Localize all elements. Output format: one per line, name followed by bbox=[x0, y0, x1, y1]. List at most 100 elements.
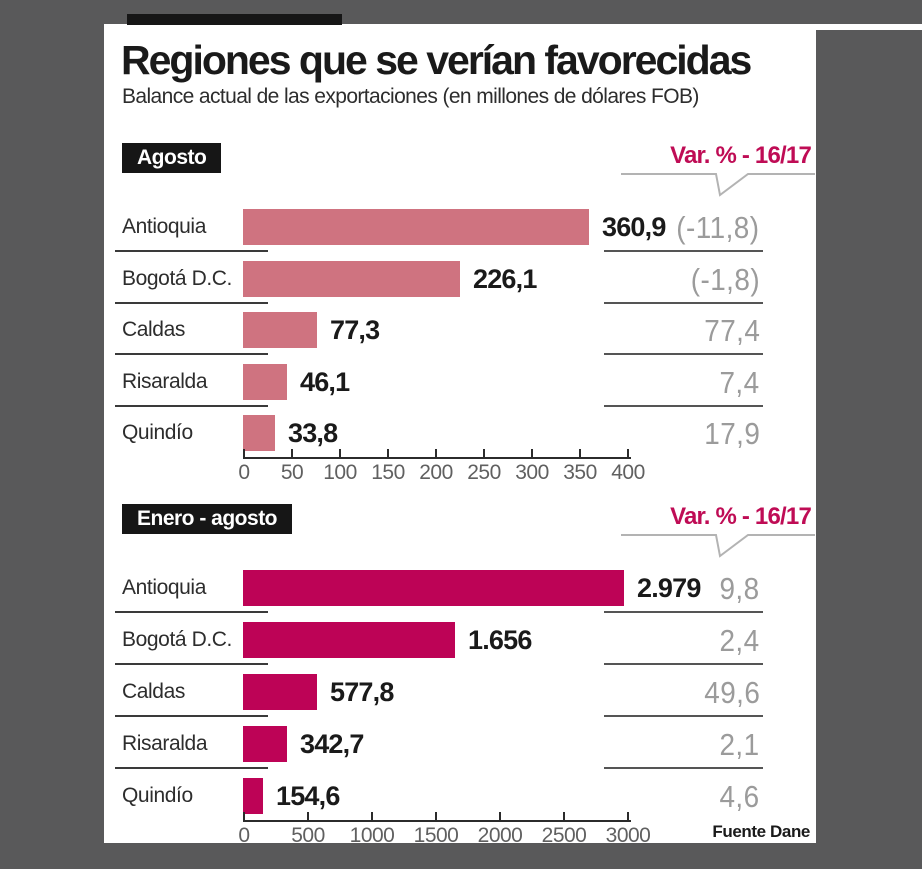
var-percent-value: 77,4 bbox=[703, 313, 760, 348]
chart-row: Bogotá D.C. 226,1 (-1,8) bbox=[104, 260, 816, 313]
axis-tick-label: 1000 bbox=[349, 824, 395, 847]
var-percent-value: 9,8 bbox=[719, 571, 760, 606]
chart-period-text: Enero - agosto bbox=[137, 507, 278, 530]
value-label: 360,9 bbox=[602, 212, 666, 242]
axis-tick bbox=[563, 812, 565, 820]
chart-row: Risaralda 342,7 2,1 bbox=[104, 726, 816, 778]
axis-tick-label: 500 bbox=[291, 824, 325, 847]
value-bar bbox=[243, 726, 287, 762]
x-axis-line bbox=[243, 820, 631, 822]
region-label: Antioquia bbox=[122, 215, 206, 238]
row-divider-left bbox=[115, 404, 268, 407]
value-bar bbox=[243, 209, 589, 245]
axis-tick bbox=[435, 812, 437, 820]
var-percent-value: 2,1 bbox=[719, 727, 760, 762]
region-label: Caldas bbox=[122, 680, 185, 703]
chart-agosto: Agosto Var. % - 16/17 Antioquia 360,9 (-11… bbox=[104, 143, 816, 508]
value-bar bbox=[243, 674, 317, 710]
value-bar bbox=[243, 570, 624, 606]
row-divider-left bbox=[115, 715, 268, 717]
axis-tick bbox=[291, 449, 293, 457]
chart-row: Bogotá D.C. 1.656 2,4 bbox=[104, 622, 816, 674]
value-label: 577,8 bbox=[330, 677, 394, 707]
var-percent-header: Var. % - 16/17 bbox=[670, 503, 812, 530]
chart-row: Caldas 577,8 49,6 bbox=[104, 674, 816, 726]
region-label: Bogotá D.C. bbox=[122, 628, 232, 651]
value-label: 1.656 bbox=[468, 625, 532, 655]
region-label: Bogotá D.C. bbox=[122, 266, 232, 290]
chart-row: Antioquia 2.979 9,8 bbox=[104, 570, 816, 622]
row-divider-right bbox=[604, 611, 763, 613]
axis-tick bbox=[483, 449, 485, 457]
var-percent-value: 7,4 bbox=[719, 364, 760, 400]
axis-tick bbox=[243, 812, 245, 820]
value-label: 46,1 bbox=[300, 366, 350, 397]
row-divider-right bbox=[604, 767, 763, 769]
chart-row: Caldas 77,3 77,4 bbox=[104, 312, 816, 364]
row-divider-left bbox=[115, 301, 268, 304]
axis-tick-label: 250 bbox=[467, 461, 501, 484]
chart-period-label: Agosto bbox=[122, 143, 222, 173]
row-divider-left bbox=[115, 767, 268, 769]
axis-tick-label: 200 bbox=[419, 461, 453, 484]
chart-row: Antioquia 360,9 (-11,8) bbox=[104, 209, 816, 261]
axis-tick bbox=[435, 449, 437, 457]
axis-tick-label: 300 bbox=[515, 461, 549, 484]
region-label: Quindío bbox=[122, 784, 193, 807]
value-label: 33,8 bbox=[288, 418, 338, 448]
value-bar bbox=[243, 260, 460, 297]
x-axis: 0 50 100 150 200 250 300 350 400 bbox=[238, 449, 645, 487]
region-label: Quindío bbox=[122, 421, 193, 444]
var-percent-value: 49,6 bbox=[703, 675, 760, 710]
axis-tick bbox=[307, 812, 309, 820]
chart-row: Quindío 154,6 4,6 bbox=[104, 778, 816, 830]
axis-tick bbox=[499, 812, 501, 820]
row-divider-right bbox=[604, 250, 763, 252]
value-bar bbox=[243, 363, 287, 400]
axis-tick bbox=[243, 449, 245, 457]
row-divider-left bbox=[115, 663, 268, 665]
value-bar bbox=[243, 778, 263, 814]
value-bar bbox=[243, 312, 317, 348]
axis-tick bbox=[339, 449, 341, 457]
axis-tick bbox=[371, 812, 373, 820]
var-percent-value: 4,6 bbox=[719, 779, 760, 814]
chart-period-text: Agosto bbox=[137, 146, 207, 169]
axis-tick bbox=[387, 449, 389, 457]
value-bar bbox=[243, 415, 275, 451]
axis-tick-label: 400 bbox=[611, 461, 645, 484]
chart-period-label: Enero - agosto bbox=[122, 504, 293, 534]
axis-tick-label: 350 bbox=[563, 461, 597, 484]
axis-tick-label: 50 bbox=[280, 461, 304, 484]
axis-tick-label: 1500 bbox=[413, 824, 459, 847]
region-label: Risaralda bbox=[122, 369, 208, 393]
axis-tick-label: 2500 bbox=[541, 824, 587, 847]
var-percent-value: (-11,8) bbox=[676, 210, 760, 245]
axis-tick bbox=[579, 449, 581, 457]
axis-tick-label: 3000 bbox=[605, 824, 651, 847]
chart-row: Quindío 33,8 17,9 bbox=[104, 415, 816, 467]
var-percent-value: 2,4 bbox=[719, 623, 760, 658]
region-label: Caldas bbox=[122, 318, 185, 341]
region-label: Risaralda bbox=[122, 732, 208, 755]
row-divider-right bbox=[604, 353, 763, 355]
row-divider-right bbox=[604, 663, 763, 665]
value-label: 154,6 bbox=[276, 781, 340, 811]
value-label: 342,7 bbox=[300, 729, 364, 759]
chart-enero-agosto: Enero - agosto Var. % - 16/17 Antioquia 2… bbox=[104, 504, 816, 869]
page-title: Regiones que se verían favorecidas bbox=[121, 37, 752, 83]
row-divider-right bbox=[604, 715, 763, 717]
row-divider-left bbox=[115, 611, 268, 613]
row-divider-right bbox=[604, 301, 763, 304]
axis-tick bbox=[627, 449, 629, 457]
callout-pointer-line bbox=[621, 534, 815, 558]
value-label: 2.979 bbox=[637, 573, 701, 603]
row-divider-left bbox=[115, 250, 268, 252]
axis-tick-label: 0 bbox=[238, 461, 250, 484]
axis-tick-label: 0 bbox=[238, 824, 250, 847]
axis-tick bbox=[531, 449, 533, 457]
value-bar bbox=[243, 622, 455, 658]
x-axis-line bbox=[243, 457, 631, 459]
row-divider-left bbox=[115, 353, 268, 355]
